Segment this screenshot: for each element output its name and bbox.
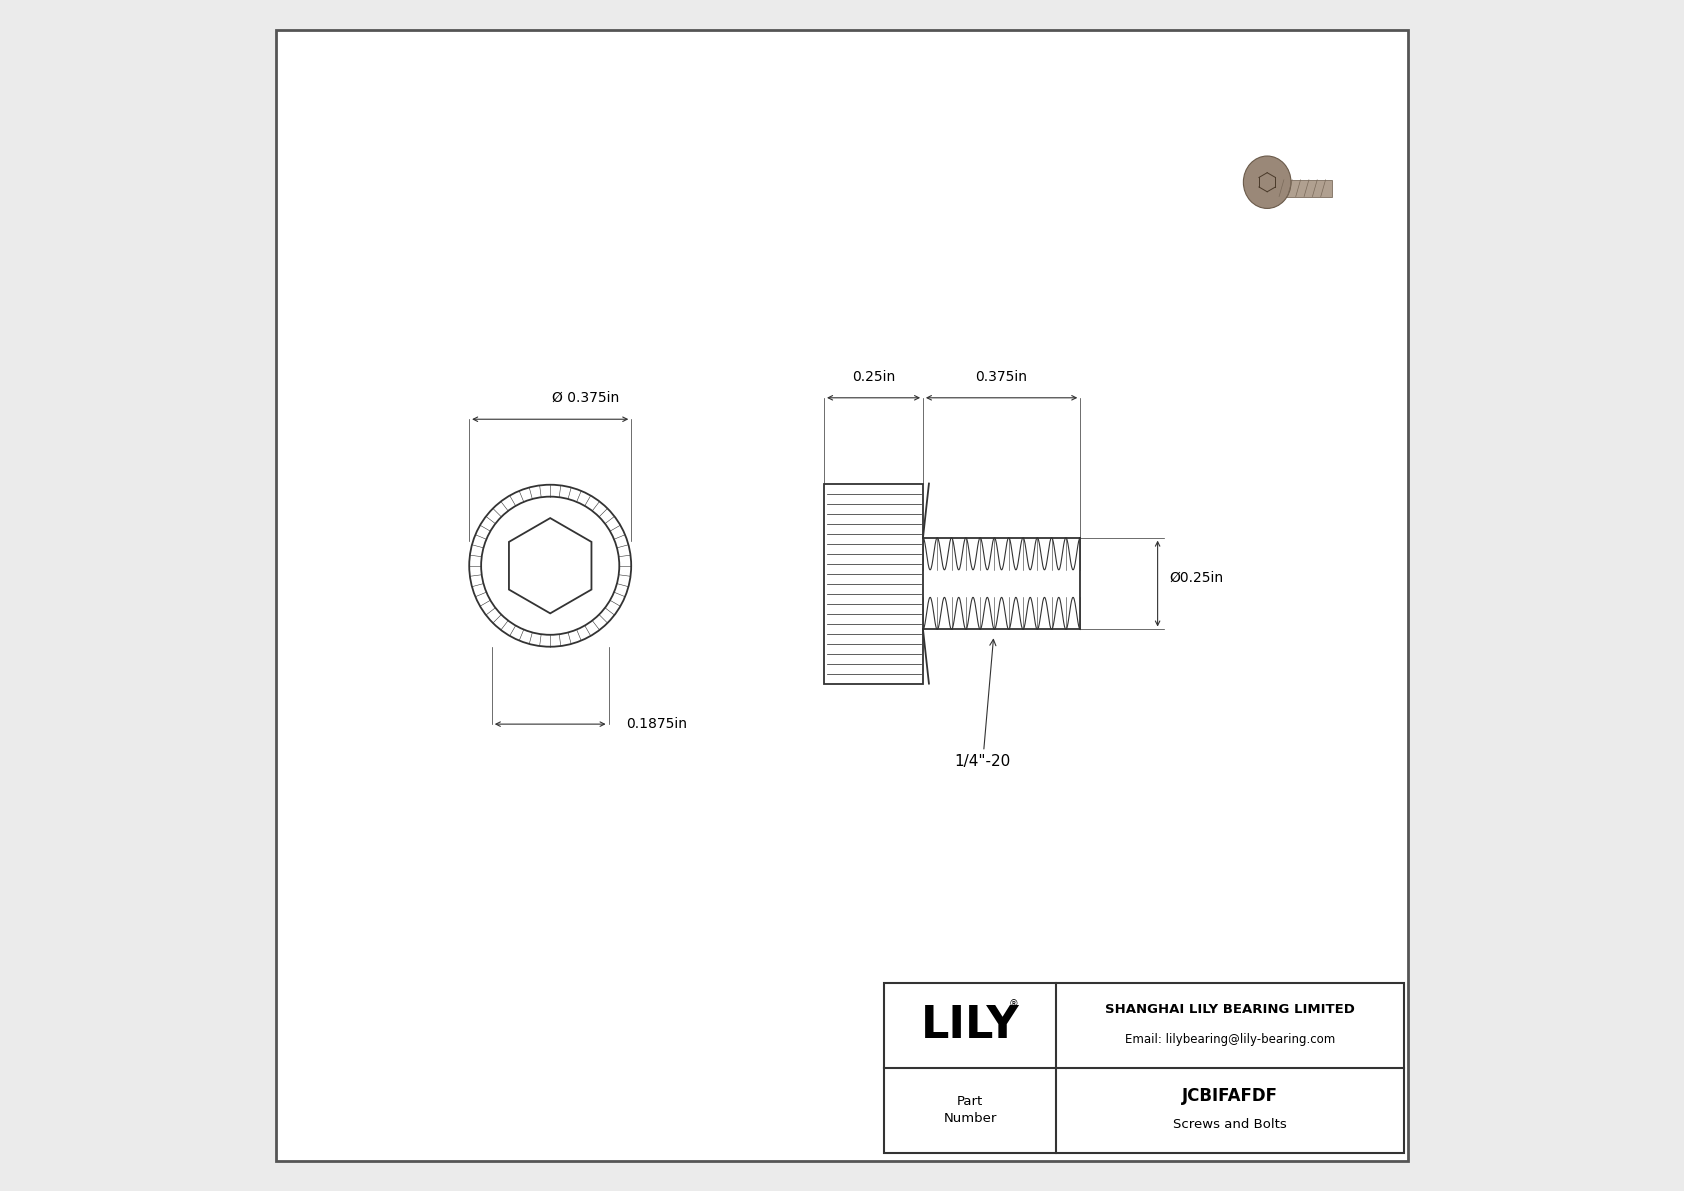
Bar [823, 484, 923, 684]
Text: 0.375in: 0.375in [975, 369, 1027, 384]
Text: LILY: LILY [921, 1004, 1019, 1047]
Text: JCBIFAFDF: JCBIFAFDF [1182, 1087, 1278, 1105]
Text: Ø0.25in: Ø0.25in [1169, 570, 1224, 585]
Text: 0.25in: 0.25in [852, 369, 896, 384]
Text: 1/4"-20: 1/4"-20 [955, 640, 1010, 769]
Text: Email: lilybearing@lily-bearing.com: Email: lilybearing@lily-bearing.com [1125, 1033, 1335, 1046]
Bar [884, 983, 1404, 1153]
Text: Ø 0.375in: Ø 0.375in [552, 391, 620, 405]
Text: SHANGHAI LILY BEARING LIMITED: SHANGHAI LILY BEARING LIMITED [1105, 1003, 1356, 1016]
Text: Part
Number: Part Number [943, 1096, 997, 1125]
Ellipse shape [1243, 156, 1292, 208]
Bar [1275, 180, 1332, 197]
Text: ®: ® [1009, 999, 1017, 1009]
Text: 0.1875in: 0.1875in [626, 717, 687, 731]
Text: Screws and Bolts: Screws and Bolts [1174, 1118, 1287, 1131]
